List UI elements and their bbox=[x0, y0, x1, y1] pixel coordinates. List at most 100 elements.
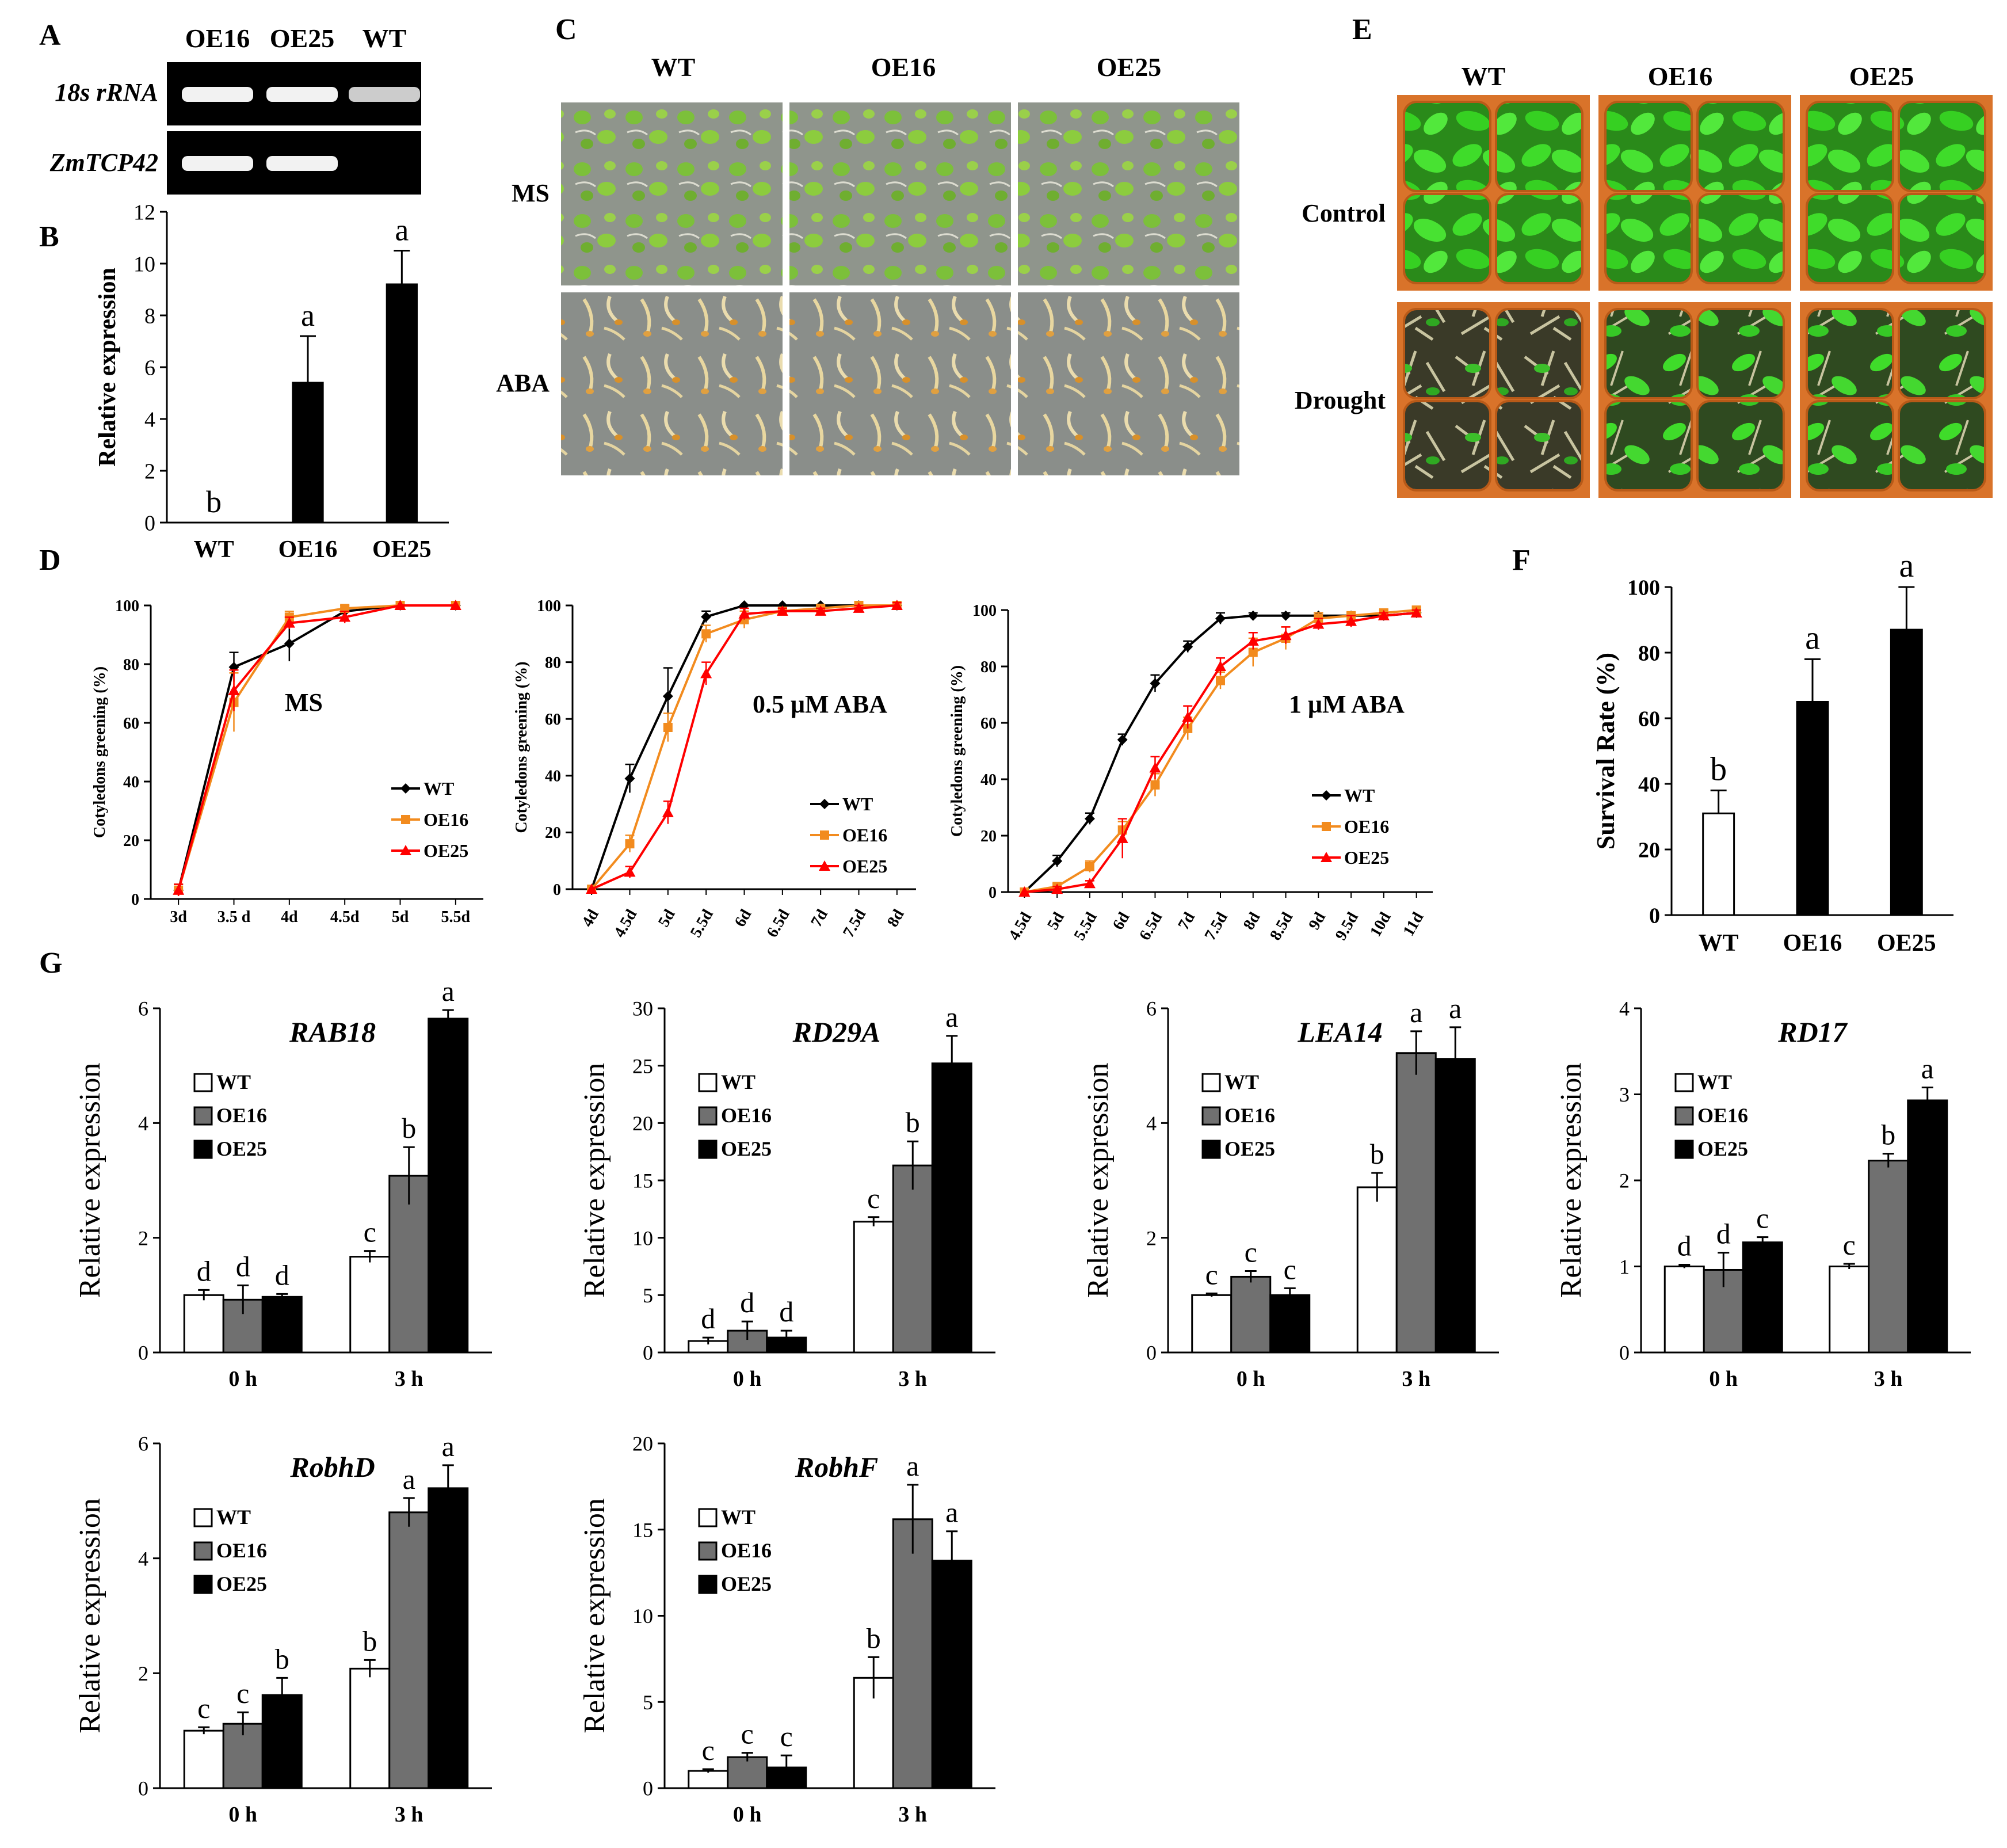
chart-lea14-legend-swatch-oe25 bbox=[1201, 1140, 1221, 1159]
chart-d2-ytick-label-60: 60 bbox=[545, 711, 561, 729]
chart-robhd-bar-wt-0-h bbox=[183, 1729, 224, 1789]
pot-drought-oe25-1 bbox=[1806, 308, 1894, 399]
chart-d1-ytick-label-100: 100 bbox=[115, 597, 139, 615]
chart-rd29a-category-label-3-h: 3 h bbox=[898, 1367, 927, 1391]
chart-d1-ytick-label-60: 60 bbox=[123, 715, 139, 733]
chart-d3-point-wt-5 bbox=[1182, 641, 1193, 652]
chart-lea14-bar-oe25-0-h bbox=[1269, 1294, 1311, 1354]
chart-rd17-sig-letter-oe16-3-h: b bbox=[1881, 1119, 1895, 1151]
chart-d2-ytick-label-80: 80 bbox=[545, 654, 561, 672]
chart-rd17-bar-oe25-3-h bbox=[1907, 1099, 1948, 1354]
pot-drought-wt-4 bbox=[1495, 400, 1584, 491]
chart-b-ytick-label-12: 12 bbox=[133, 200, 155, 224]
panel-letter-G: G bbox=[39, 947, 62, 980]
chart-robhf-y-axis-label: Relative expression bbox=[578, 1498, 611, 1733]
chart-b-ytick-label-6: 6 bbox=[144, 356, 155, 380]
panel-e-col-wt: WT bbox=[1462, 62, 1506, 91]
chart-d1-series-line-oe25 bbox=[177, 604, 456, 891]
chart-f-category-label-wt: WT bbox=[1699, 930, 1739, 957]
chart-robhd-legend-swatch-wt bbox=[193, 1508, 213, 1527]
chart-d3-point-oe25-12 bbox=[1410, 607, 1422, 618]
chart-rd29a-title: RD29A bbox=[792, 1016, 881, 1048]
chart-robhf-legend-swatch-wt bbox=[698, 1508, 718, 1527]
chart-rd29a-legend-label-wt: WT bbox=[721, 1070, 756, 1093]
chart-d2-point-oe25-4 bbox=[738, 608, 750, 619]
panel-letter-B: B bbox=[39, 220, 59, 253]
chart-d3-ytick-label-60: 60 bbox=[980, 715, 997, 733]
pot-drought-oe25-2 bbox=[1806, 400, 1894, 491]
chart-rd17-bar-oe25-0-h bbox=[1742, 1241, 1783, 1354]
chart-d3-point-oe25-8 bbox=[1280, 630, 1292, 641]
chart-robhf-ytick-label-10: 10 bbox=[632, 1605, 653, 1628]
chart-d2-ytick-label-100: 100 bbox=[537, 597, 561, 615]
chart-d2-xtick-label-5d: 5d bbox=[655, 906, 679, 930]
chart-d1-ytick-label-80: 80 bbox=[123, 656, 139, 674]
chart-d2-legend-marker-oe16 bbox=[820, 830, 829, 840]
chart-d2-xtick-label-4-5d: 4.5d bbox=[611, 906, 640, 941]
chart-rd17-y-axis-label: Relative expression bbox=[1555, 1063, 1588, 1298]
photo-aba-oe25 bbox=[1018, 292, 1239, 475]
chart-d3-point-wt-1 bbox=[1052, 856, 1063, 867]
chart-d1-xtick-label-3d: 3d bbox=[170, 908, 187, 926]
pot-control-oe25-4 bbox=[1898, 193, 1986, 284]
chart-b-bar-oe25 bbox=[386, 283, 418, 524]
chart-rd17-sig-letter-oe25-3-h: a bbox=[1921, 1053, 1934, 1085]
chart-rd29a-legend-swatch-oe16 bbox=[698, 1106, 718, 1126]
chart-lea14-sig-letter-wt-3-h: b bbox=[1370, 1138, 1384, 1170]
gel-band-18s-rrna-wt bbox=[349, 87, 420, 102]
pot-control-oe16-3 bbox=[1696, 101, 1785, 192]
chart-d1-xtick-label-5-5d: 5.5d bbox=[441, 908, 471, 926]
pot-control-oe16-4 bbox=[1696, 193, 1785, 284]
chart-d2-point-oe25-0 bbox=[586, 883, 598, 894]
chart-d3-xtick-label-6-5d: 6.5d bbox=[1136, 909, 1166, 944]
chart-d2-series-line-wt bbox=[590, 604, 897, 890]
chart-d3-point-oe25-6 bbox=[1215, 661, 1226, 671]
chart-rab18-sig-letter-oe16-3-h: b bbox=[402, 1112, 416, 1144]
chart-rab18-sig-letter-wt-3-h: c bbox=[364, 1216, 376, 1248]
panel-c-photos: WT OE16 OE25 MS ABA bbox=[496, 52, 1239, 475]
chart-rd17-legend-swatch-wt bbox=[1674, 1073, 1694, 1092]
pot-drought-oe25-3 bbox=[1898, 308, 1986, 399]
chart-d2-title: 0.5 μM ABA bbox=[753, 690, 887, 718]
pot-control-oe16-2 bbox=[1604, 193, 1693, 284]
chart-rab18-legend-swatch-wt bbox=[193, 1073, 213, 1092]
chart-robhf-sig-letter-wt-3-h: b bbox=[867, 1622, 881, 1654]
chart-lea14-legend-label-wt: WT bbox=[1224, 1070, 1259, 1093]
chart-b-y-axis-label: Relative expression bbox=[94, 268, 121, 467]
chart-rab18-sig-letter-oe16-0-h: d bbox=[236, 1250, 250, 1282]
chart-d3-ytick-label-40: 40 bbox=[980, 771, 997, 789]
pot-drought-oe25-4 bbox=[1898, 400, 1986, 491]
pot-drought-oe16-4 bbox=[1696, 400, 1785, 491]
chart-lea14-bar-wt-0-h bbox=[1191, 1294, 1233, 1354]
chart-d3-point-oe16-7 bbox=[1248, 647, 1258, 657]
chart-robhd-title: RobhD bbox=[289, 1451, 375, 1483]
chart-rd29a-ytick-label-25: 25 bbox=[632, 1054, 653, 1077]
chart-robhf-sig-letter-oe16-3-h: a bbox=[906, 1450, 919, 1482]
chart-rab18-bar-oe25-0-h bbox=[261, 1295, 303, 1354]
chart-d1-series-line-oe16 bbox=[177, 604, 456, 891]
chart-rd29a-legend-swatch-oe25 bbox=[698, 1140, 718, 1159]
chart-rab18-legend-swatch-oe25 bbox=[193, 1140, 213, 1159]
chart-robhd-ytick-label-2: 2 bbox=[138, 1662, 148, 1685]
chart-rd17-ytick-label-2: 2 bbox=[1619, 1169, 1630, 1192]
chart-b-category-label-oe16: OE16 bbox=[278, 536, 338, 563]
lane-label-oe25: OE25 bbox=[270, 24, 334, 53]
chart-rd17-bar-oe16-3-h bbox=[1868, 1160, 1909, 1354]
chart-d3-xtick-label-9d: 9d bbox=[1305, 909, 1329, 933]
chart-rd29a-ytick-label-20: 20 bbox=[632, 1112, 653, 1135]
chart-robhf-legend-swatch-oe25 bbox=[698, 1575, 718, 1594]
chart-robhd-bar-oe16-3-h bbox=[388, 1511, 430, 1789]
chart-b-ytick-label-0: 0 bbox=[144, 511, 155, 535]
chart-d2-point-oe25-2 bbox=[662, 806, 674, 817]
chart-d2-legend-label-oe16: OE16 bbox=[842, 825, 887, 845]
panel-letter-E: E bbox=[1352, 13, 1372, 46]
chart-robhd-legend-swatch-oe25 bbox=[193, 1575, 213, 1594]
chart-rd17-category-label-3-h: 3 h bbox=[1874, 1367, 1903, 1391]
chart-rd29a-category-label-0-h: 0 h bbox=[733, 1367, 762, 1391]
chart-rd29a-sig-letter-oe16-0-h: d bbox=[740, 1286, 754, 1319]
chart-d2-series-line-oe16 bbox=[590, 604, 897, 890]
chart-d2-point-wt-1 bbox=[624, 773, 635, 784]
chart-robhf-bar-oe16-0-h bbox=[727, 1756, 768, 1789]
